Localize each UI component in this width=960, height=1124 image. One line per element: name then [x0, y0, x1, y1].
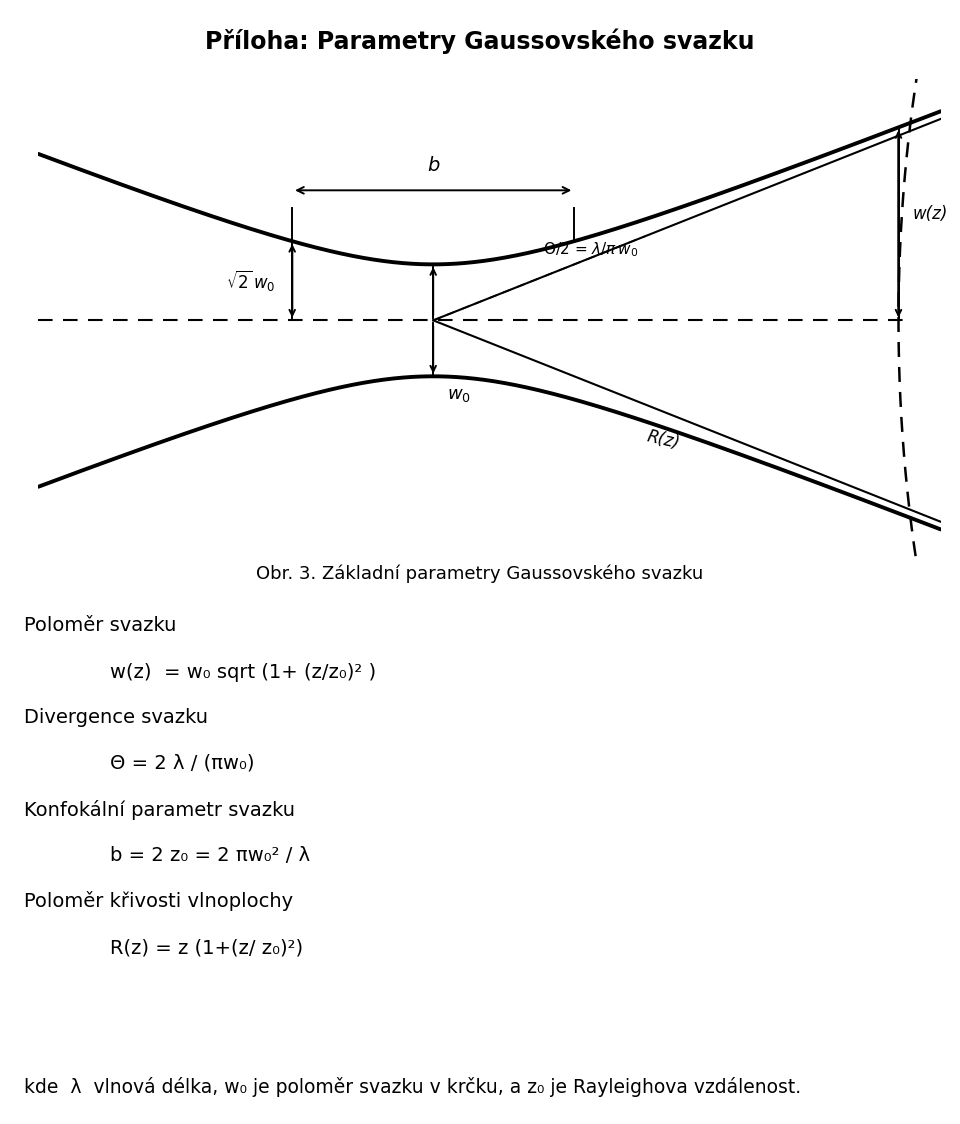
Text: Poloměr křivosti vlnoplochy: Poloměr křivosti vlnoplochy	[24, 891, 293, 912]
Text: Poloměr svazku: Poloměr svazku	[24, 616, 177, 635]
Text: kde  λ  vlnová délka, w₀ je poloměr svazku v krčku, a z₀ je Rayleighova vzdáleno: kde λ vlnová délka, w₀ je poloměr svazku…	[24, 1077, 802, 1097]
Text: R(z): R(z)	[645, 427, 682, 452]
Text: Divergence svazku: Divergence svazku	[24, 708, 208, 727]
Text: Příloha: Parametry Gaussovského svazku: Příloha: Parametry Gaussovského svazku	[205, 28, 755, 54]
Text: b = 2 z₀ = 2 πw₀² / λ: b = 2 z₀ = 2 πw₀² / λ	[110, 846, 310, 865]
Text: Obr. 3. Základní parametry Gaussovského svazku: Obr. 3. Základní parametry Gaussovského …	[256, 564, 704, 582]
Text: w(z)  = w₀ sqrt (1+ (z/z₀)² ): w(z) = w₀ sqrt (1+ (z/z₀)² )	[110, 663, 376, 682]
Text: $w_0$: $w_0$	[447, 387, 471, 405]
Text: Θ = 2 λ / (πw₀): Θ = 2 λ / (πw₀)	[110, 753, 255, 772]
Text: b: b	[427, 156, 440, 175]
Text: w(z): w(z)	[913, 206, 948, 224]
Text: Konfokální parametr svazku: Konfokální parametr svazku	[24, 800, 295, 821]
Text: R(z) = z (1+(z/ z₀)²): R(z) = z (1+(z/ z₀)²)	[110, 939, 303, 958]
Text: $\Theta$/2 = $\lambda$/$\pi\,w_0$: $\Theta$/2 = $\lambda$/$\pi\,w_0$	[543, 241, 638, 259]
Text: $\sqrt{2}\,w_0$: $\sqrt{2}\,w_0$	[226, 269, 276, 293]
